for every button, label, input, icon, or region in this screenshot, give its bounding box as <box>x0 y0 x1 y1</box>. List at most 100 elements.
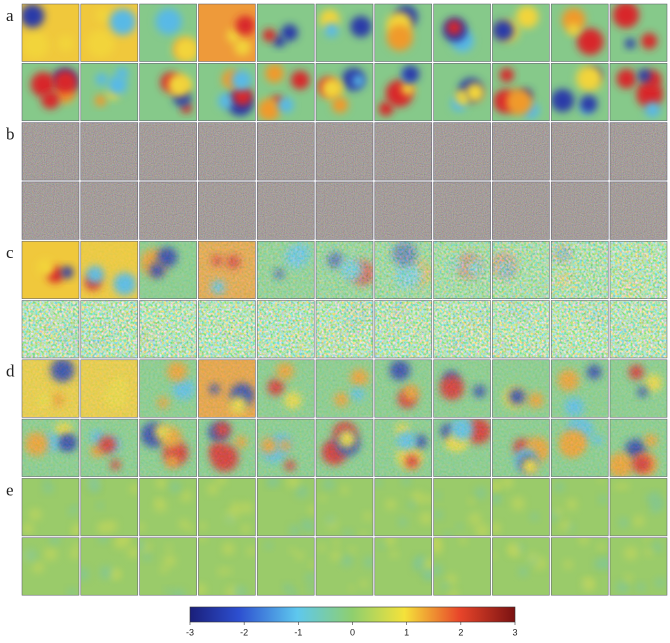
tile <box>610 360 667 418</box>
noise <box>22 419 79 477</box>
noise <box>81 419 138 477</box>
tile <box>140 123 197 181</box>
tile-content <box>198 182 255 240</box>
noise <box>140 360 197 418</box>
tile-content <box>81 4 138 62</box>
tile <box>257 475 317 536</box>
speckle <box>654 491 660 497</box>
tile-content <box>434 418 492 477</box>
speckle <box>130 484 140 494</box>
tile <box>140 4 200 63</box>
speckle <box>432 544 443 555</box>
panel-label: d <box>6 362 15 381</box>
noise <box>610 301 667 359</box>
noise <box>434 360 491 418</box>
noise <box>610 360 667 418</box>
tile <box>198 123 255 181</box>
noise <box>198 360 255 418</box>
tile-content <box>610 63 667 121</box>
tile <box>257 241 314 299</box>
blob <box>291 71 310 90</box>
speckle <box>624 546 638 560</box>
noise <box>257 360 314 418</box>
tile <box>434 418 492 477</box>
tile <box>489 476 549 536</box>
blob <box>324 23 338 37</box>
tile <box>610 182 667 240</box>
tile <box>492 123 549 181</box>
speckle <box>226 515 235 524</box>
tile-content <box>610 301 667 359</box>
speckle <box>326 515 335 524</box>
tile <box>374 476 434 536</box>
speckle <box>614 482 622 490</box>
tile-content <box>198 63 255 121</box>
speckle <box>509 546 520 557</box>
tile <box>316 63 373 121</box>
tile <box>22 63 79 121</box>
panel-label: e <box>6 480 14 499</box>
speckle <box>170 482 181 493</box>
blob <box>108 75 127 94</box>
noise <box>22 182 79 240</box>
colorbar-tick-label: 1 <box>404 627 409 637</box>
tile <box>257 63 314 121</box>
speckle <box>441 582 449 590</box>
tile-content <box>134 538 196 602</box>
tile-content <box>81 241 138 299</box>
tile-content <box>551 534 613 595</box>
speckle <box>127 546 139 558</box>
tile <box>551 416 608 476</box>
tile-content <box>81 360 138 418</box>
tile-content <box>551 241 608 299</box>
tile <box>434 123 491 181</box>
noise <box>316 301 373 359</box>
blob <box>506 88 533 115</box>
speckle <box>598 495 607 504</box>
noise <box>316 182 373 240</box>
panel-label: a <box>6 6 14 25</box>
tile-content <box>375 63 432 121</box>
tile-content <box>610 123 667 181</box>
speckle <box>530 512 539 521</box>
noise <box>316 360 373 418</box>
tile <box>551 182 608 240</box>
blob <box>613 2 639 28</box>
noise <box>257 182 314 240</box>
tile <box>610 2 667 62</box>
noise <box>610 123 667 181</box>
noise <box>140 182 197 240</box>
tile <box>433 478 490 538</box>
tile-content <box>198 475 255 536</box>
noise <box>22 360 79 418</box>
speckle <box>360 580 368 588</box>
tile-content <box>140 123 197 181</box>
noise <box>22 301 79 359</box>
tile <box>551 123 608 181</box>
speckle <box>319 495 326 502</box>
tile-content <box>198 301 255 359</box>
speckle <box>24 549 37 562</box>
colorbar-tick-label: -3 <box>186 627 194 637</box>
speckle <box>333 539 340 546</box>
blob <box>387 25 413 51</box>
speckle <box>218 568 226 576</box>
noise <box>198 182 255 240</box>
blob <box>278 97 294 113</box>
speckle <box>156 478 167 489</box>
tile <box>434 241 491 299</box>
tile <box>198 63 255 121</box>
colorbar-tick-label: 0 <box>350 627 355 637</box>
tile <box>22 358 79 417</box>
tile <box>610 301 667 359</box>
tile-content <box>22 534 81 596</box>
tile-content <box>433 478 490 538</box>
tile-bg <box>375 478 432 536</box>
noise <box>375 301 432 359</box>
tile <box>81 123 138 181</box>
tile <box>22 477 85 536</box>
noise <box>434 241 491 299</box>
speckle <box>29 508 41 520</box>
tile <box>492 4 549 62</box>
speckle <box>475 487 487 499</box>
